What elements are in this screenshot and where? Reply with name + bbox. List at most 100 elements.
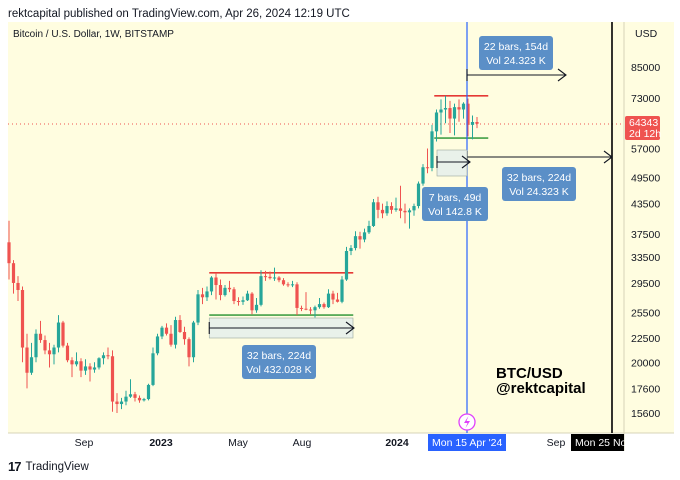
candle-body: [385, 206, 389, 214]
footer: 17 TradingView: [8, 459, 89, 474]
candle: [97, 357, 101, 370]
candle-body: [245, 293, 250, 301]
candle: [452, 103, 457, 136]
candle: [128, 379, 133, 398]
candle: [308, 307, 313, 315]
candle: [340, 276, 344, 304]
current-price-value: 64343: [629, 117, 658, 129]
candle-body: [164, 327, 169, 334]
candle: [448, 100, 452, 133]
label-box-line: 22 bars, 154d: [484, 41, 548, 53]
candle-body: [25, 347, 29, 373]
candle: [187, 337, 191, 367]
candle-body: [362, 232, 367, 240]
candle-body: [470, 122, 475, 125]
candle-body: [331, 293, 335, 300]
candle: [200, 287, 205, 305]
candle-body: [254, 304, 259, 311]
candle-body: [209, 277, 214, 292]
candle: [317, 298, 322, 309]
candle: [349, 245, 353, 256]
candle-body: [277, 277, 281, 281]
candle-body: [119, 401, 124, 405]
x-tick-label: Sep: [75, 437, 94, 449]
annotation-pair: BTC/USD: [496, 365, 563, 382]
halving-icon[interactable]: [458, 413, 476, 431]
candle-body: [115, 401, 119, 405]
label-box-bg: [242, 345, 316, 379]
candle: [245, 290, 250, 302]
y-tick-label: 37500: [631, 229, 660, 241]
candle-body: [236, 301, 241, 303]
candle-body: [308, 309, 313, 311]
candle: [205, 286, 209, 302]
candle-body: [169, 333, 173, 345]
tradingview-logo-icon: 17: [8, 459, 22, 474]
candle-body: [137, 397, 142, 401]
candle: [290, 280, 295, 288]
footer-brand: TradingView: [25, 460, 89, 473]
candle-body: [43, 340, 47, 351]
candle: [313, 305, 317, 318]
candle: [268, 271, 272, 280]
candle: [281, 278, 286, 286]
candle: [353, 231, 358, 251]
candle-body: [394, 208, 398, 210]
candle-body: [475, 122, 479, 124]
labels-layer: 32 bars, 224d Vol 432.028 K 22 bars, 154d V…: [242, 36, 576, 379]
projection-date-tag: Mon 25 No: [571, 434, 627, 451]
y-tick-label: 15600: [631, 408, 660, 420]
candle: [376, 196, 380, 219]
candle-body: [268, 276, 272, 279]
candle: [362, 228, 367, 243]
measurement-band: [436, 149, 468, 177]
candle: [16, 276, 20, 302]
y-tick-label: 29500: [631, 278, 660, 290]
candle: [209, 276, 214, 296]
candle-body: [232, 289, 236, 302]
candle-body: [110, 356, 115, 402]
candle-body: [191, 322, 196, 358]
candle: [299, 305, 304, 312]
candle-body: [7, 242, 11, 264]
candle: [70, 357, 74, 378]
candle-body: [340, 279, 344, 302]
candle-body: [358, 236, 362, 240]
candle-body: [29, 357, 34, 373]
x-axis-ticks: Sep 2023 May Aug 2024 Sep: [75, 437, 566, 449]
label-box-line: Vol 142.8 K: [428, 206, 482, 218]
candle: [272, 267, 277, 281]
range-2-label: 22 bars, 154d Vol 24.323 K: [479, 36, 553, 70]
label-box-line: 32 bars, 224d: [507, 172, 571, 184]
candle: [430, 124, 434, 172]
candle: [380, 203, 385, 219]
candle-body: [295, 284, 299, 308]
candle: [344, 246, 349, 281]
published-line: rektcapital published on TradingView.com…: [8, 8, 350, 20]
candle-body: [461, 103, 466, 110]
candle-body: [133, 394, 137, 398]
candle-body: [223, 287, 227, 296]
candle-body: [142, 399, 146, 401]
x-tick-label: May: [228, 437, 249, 449]
candle-body: [376, 202, 380, 210]
candle-body: [286, 284, 290, 286]
currency-label[interactable]: USD: [635, 28, 658, 40]
candle: [110, 350, 115, 412]
candle: [304, 292, 308, 311]
candle-body: [398, 208, 403, 211]
candle-body: [56, 322, 61, 348]
candle-body: [448, 108, 452, 119]
ranges-layer: [209, 94, 489, 316]
candle-body: [205, 291, 209, 298]
candle: [169, 325, 173, 347]
candle-body: [353, 236, 358, 249]
candle: [151, 347, 155, 387]
candle-body: [92, 367, 97, 370]
candle: [394, 197, 398, 212]
y-tick-label: 33500: [631, 252, 660, 264]
candle: [7, 220, 11, 280]
candle: [385, 201, 389, 216]
candle-body: [178, 320, 182, 332]
